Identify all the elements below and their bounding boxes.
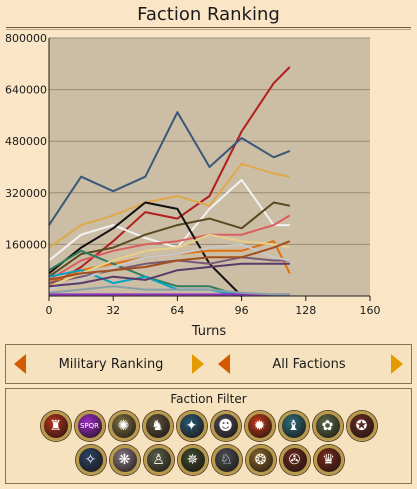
faction-scope-label: All Factions — [272, 357, 346, 372]
faction-1-icon[interactable]: ♜ — [40, 411, 71, 441]
x-tick-label-2: 64 — [170, 304, 184, 317]
faction-4-icon[interactable]: ♞ — [142, 411, 173, 441]
faction-7-icon-glyph: ✹ — [253, 418, 266, 434]
faction-14-icon-glyph: ✵ — [186, 452, 199, 468]
faction-18-icon[interactable]: ♛ — [313, 445, 344, 475]
x-tick-label-1: 32 — [106, 304, 120, 317]
series-line-17 — [48, 285, 290, 296]
faction-4-icon-glyph: ♞ — [151, 418, 164, 434]
series-line-5 — [48, 201, 290, 278]
x-tick-label-5: 160 — [360, 304, 381, 317]
faction-16-icon-glyph: ❂ — [254, 452, 267, 468]
faction-12-icon[interactable]: ❋ — [109, 445, 140, 475]
faction-17-icon[interactable]: ✇ — [279, 445, 310, 475]
faction-5-icon[interactable]: ✦ — [176, 411, 207, 441]
faction-prev-arrow-icon[interactable] — [218, 354, 230, 374]
y-tick-label-3: 640000 — [5, 84, 47, 97]
faction-8-icon-glyph: ♝ — [287, 418, 300, 434]
faction-17-icon-glyph: ✇ — [288, 452, 301, 468]
faction-6-icon-glyph: ☻ — [218, 418, 233, 434]
faction-10-icon[interactable]: ✪ — [346, 411, 377, 441]
y-tick-label-0: 160000 — [5, 238, 47, 251]
y-tick-label-4: 800000 — [5, 32, 47, 45]
ranking-type-label: Military Ranking — [58, 357, 164, 372]
x-tick-label-3: 96 — [235, 304, 249, 317]
series-line-1 — [48, 66, 291, 288]
faction-3-icon[interactable]: ✺ — [108, 411, 139, 441]
faction-16-icon[interactable]: ❂ — [245, 445, 276, 475]
faction-filter-icons: ♜ SPQR ✺ ♞ ✦ ☻ ✹ ♝ ✿ ✪ ✧ ❋ ♙ ✵ ♘ ❂ ✇ ♛ — [6, 411, 411, 479]
faction-13-icon[interactable]: ♙ — [143, 445, 174, 475]
series-line-14 — [48, 240, 291, 281]
x-tick-label-4: 128 — [295, 304, 316, 317]
faction-8-icon[interactable]: ♝ — [278, 411, 309, 441]
title-divider — [6, 27, 411, 28]
ranking-chart: 160000 320000 480000 640000 800000 0 32 64 96 12… — [5, 32, 381, 339]
page-title: Faction Ranking — [137, 4, 280, 25]
faction-1-icon-glyph: ♜ — [49, 418, 62, 434]
faction-14-icon[interactable]: ✵ — [177, 445, 208, 475]
faction-10-icon-glyph: ✪ — [355, 418, 368, 434]
faction-13-icon-glyph: ♙ — [152, 452, 165, 468]
faction-9-icon[interactable]: ✿ — [312, 411, 343, 441]
faction-5-icon-glyph: ✦ — [185, 418, 198, 434]
faction-11-icon-glyph: ✧ — [84, 452, 97, 468]
series-line-3 — [48, 162, 291, 249]
faction-2-icon-glyph: SPQR — [79, 422, 100, 430]
faction-2-icon[interactable]: SPQR — [74, 411, 105, 441]
faction-9-icon-glyph: ✿ — [321, 418, 334, 434]
series-line-2 — [48, 111, 291, 226]
series-line-13 — [48, 243, 290, 291]
faction-7-icon[interactable]: ✹ — [244, 411, 275, 441]
faction-filter-title: Faction Filter — [170, 392, 247, 406]
ranking-selector-bar: Military Ranking All Factions — [5, 344, 412, 384]
faction-11-icon[interactable]: ✧ — [75, 445, 106, 475]
faction-12-icon-glyph: ❋ — [118, 452, 131, 468]
series-line-6 — [48, 214, 291, 281]
ranking-next-arrow-icon[interactable] — [192, 354, 204, 374]
series-line-12 — [48, 233, 290, 288]
faction-15-icon[interactable]: ♘ — [211, 445, 242, 475]
series-line-15 — [48, 262, 290, 288]
faction-18-icon-glyph: ♛ — [322, 452, 335, 468]
faction-filter-panel: Faction Filter ♜ SPQR ✺ ♞ ✦ ☻ ✹ ♝ ✿ ✪ ✧ ❋ ♙ ✵ ♘ ❂ ✇ ♛ — [5, 388, 412, 484]
x-axis-label: Turns — [191, 324, 227, 339]
y-tick-label-1: 320000 — [5, 187, 47, 200]
title-divider-shadow — [6, 29, 411, 30]
ranking-prev-arrow-icon[interactable] — [14, 354, 26, 374]
faction-3-icon-glyph: ✺ — [117, 418, 130, 434]
y-tick-label-2: 480000 — [5, 135, 47, 148]
faction-6-icon[interactable]: ☻ — [210, 411, 241, 441]
x-tick-label-0: 0 — [46, 304, 53, 317]
faction-next-arrow-icon[interactable] — [391, 354, 403, 374]
faction-15-icon-glyph: ♘ — [220, 452, 233, 468]
